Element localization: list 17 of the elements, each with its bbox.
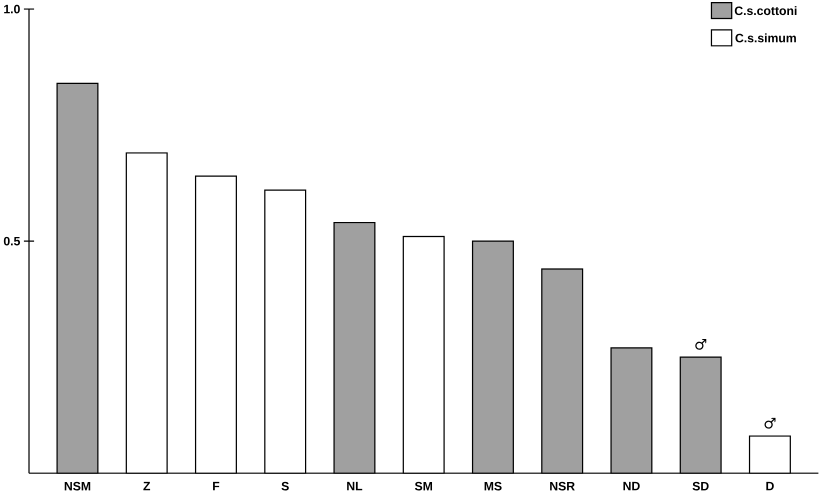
legend-label: C.s.simum: [735, 33, 796, 42]
x-tick-label: ND: [623, 482, 640, 490]
x-tick-label: SM: [414, 482, 432, 491]
y-tick-label: 0.5: [4, 236, 20, 246]
x-tick-label: NL: [347, 482, 362, 490]
x-tick-label: SD: [692, 482, 709, 491]
x-tick-label: MS: [484, 482, 502, 491]
annotation: ♂: [695, 339, 706, 350]
annotation: ♂: [764, 418, 776, 429]
legend-label: C.s.cottoni: [734, 6, 796, 16]
x-tick-label: NSM: [64, 482, 90, 491]
y-tick-label: 1.0: [4, 4, 20, 14]
x-tick-label: S: [281, 482, 289, 491]
x-tick-label: Z: [143, 482, 150, 490]
x-tick-label: D: [766, 482, 774, 490]
x-tick-label: F: [213, 482, 220, 490]
x-tick-label: NSR: [550, 482, 575, 491]
